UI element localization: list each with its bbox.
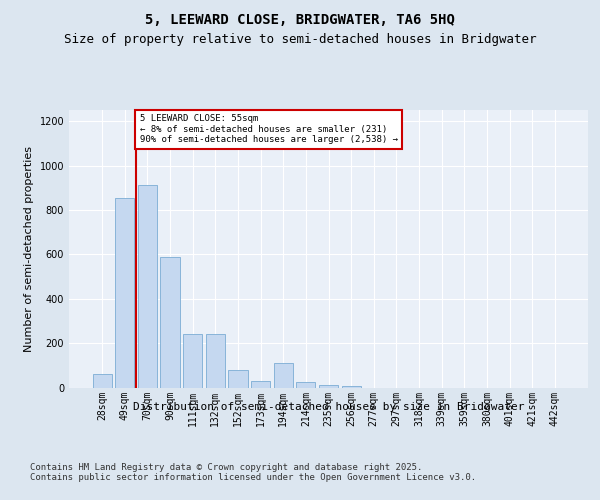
Text: Distribution of semi-detached houses by size in Bridgwater: Distribution of semi-detached houses by … [133,402,524,412]
Bar [296,382,316,388]
Text: Size of property relative to semi-detached houses in Bridgwater: Size of property relative to semi-detach… [64,32,536,46]
Text: 5, LEEWARD CLOSE, BRIDGWATER, TA6 5HQ: 5, LEEWARD CLOSE, BRIDGWATER, TA6 5HQ [145,12,455,26]
Bar [274,363,293,388]
Bar [251,381,270,388]
Bar [341,386,361,388]
Y-axis label: Number of semi-detached properties: Number of semi-detached properties [24,146,34,352]
Text: 5 LEEWARD CLOSE: 55sqm
← 8% of semi-detached houses are smaller (231)
90% of sem: 5 LEEWARD CLOSE: 55sqm ← 8% of semi-deta… [140,114,398,144]
Bar [183,334,202,388]
Bar [160,256,180,388]
Text: Contains HM Land Registry data © Crown copyright and database right 2025.
Contai: Contains HM Land Registry data © Crown c… [30,462,476,482]
Bar [115,198,134,388]
Bar [206,334,225,388]
Bar [229,370,248,388]
Bar [319,386,338,388]
Bar [92,374,112,388]
Bar [138,186,157,388]
